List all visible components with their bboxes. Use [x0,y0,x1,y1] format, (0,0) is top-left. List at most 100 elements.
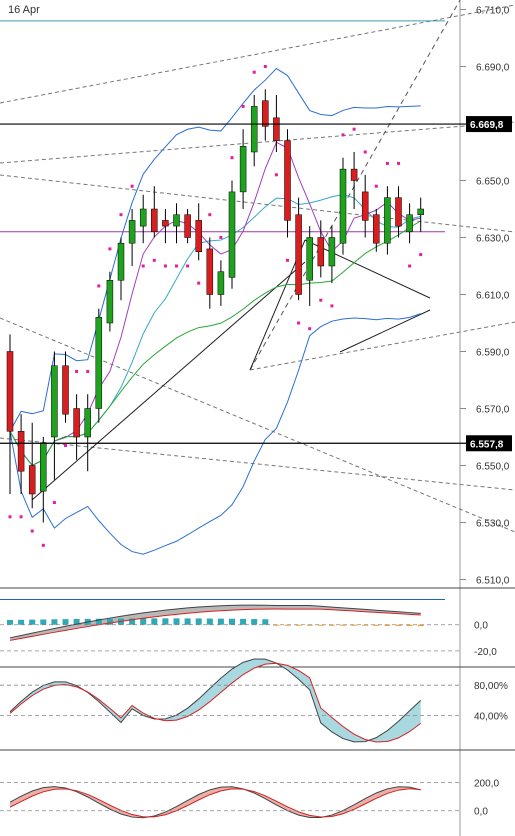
sar-dot [286,258,289,262]
indicator-tick-label: 80,00% [474,681,508,692]
candle-body [28,465,36,495]
candle-body [317,237,325,267]
price-level-tag [466,116,512,133]
sar-dot [397,161,400,165]
indicator-line-main [9,608,421,641]
candle-body [406,214,413,233]
candle-body [51,365,58,438]
candle-body [273,117,280,141]
sar-dot [352,127,356,131]
candle-body [40,442,47,492]
histogram-bar [195,618,202,625]
histogram-bar [262,619,269,625]
guide-line [0,437,515,491]
sar-dot [297,321,301,325]
histogram-bar [217,618,224,625]
indicator-tick-label: 40,00% [474,712,508,723]
price-axis: 6.790,06.770,06.750,06.730,06.710,06.690… [460,6,510,587]
stochastic-panel: 80,00% 40,00% [0,658,508,743]
sar-dot [97,284,101,288]
indicator-line-signal [9,604,421,639]
histogram-bar [351,624,358,626]
histogram-bar [184,618,191,625]
candle-body [139,208,147,227]
guide-line [304,239,431,299]
sar-dot [52,501,56,505]
indicator-line-signal [9,786,421,819]
candle-body [306,237,313,281]
candle-body [328,237,336,267]
indicator-line-main [9,662,421,743]
candle-body [339,168,347,244]
histogram-bar [29,619,36,625]
sar-dot [230,156,234,160]
indicator-tick-label: -20,0 [474,647,497,658]
candle-body [295,214,302,295]
candle-body [128,220,136,244]
histogram-bar [328,624,335,626]
sar-dot [330,304,334,308]
candle-body [239,146,247,193]
candle-body [6,351,14,432]
candlesticks [6,89,424,523]
indicator-tick-label: 0,0 [474,807,488,818]
price-tick-label: 6.610,0 [476,291,510,302]
sar-dot [341,133,345,137]
lower-bollinger-band [9,313,421,555]
sar-dot [41,543,45,547]
candle-body [350,168,358,181]
sar-dot [8,515,12,519]
histogram-bar [18,619,25,625]
guide-line [31,261,306,501]
sar-dot [252,70,256,74]
histogram-bar [373,624,380,626]
candle-body [373,214,380,244]
price-level-tag [466,435,512,452]
guide-line [0,121,515,164]
histogram-bar [7,620,13,625]
main-plot-background [0,0,460,588]
sar-dot [385,161,389,165]
candle-body [395,197,402,227]
candle-body [217,271,225,295]
price-tick-label: 6.650,0 [476,177,510,188]
indicator-fill [10,605,421,641]
upper-bollinger-band [9,67,421,432]
candle-body [262,100,269,127]
histogram-bar [284,624,291,626]
candle-body [228,191,236,278]
guide-line [0,174,515,233]
parabolic-sar-dots [8,65,423,547]
cci-panel: 200,0 0,0 [0,778,499,819]
sar-dot [141,264,145,268]
sar-dot [86,369,90,373]
sar-dot [374,184,378,188]
candle-body [206,248,214,295]
price-tick-label: 6.630,0 [476,234,510,245]
candle-body [284,140,291,221]
price-tick-label: 6.710,0 [476,6,510,17]
price-levels: 6.756,36.669,86.557,8 [0,116,512,452]
candle-body [62,365,69,415]
price-level-tag-label: 6.669,8 [470,120,504,131]
histogram-bar [362,624,369,626]
histogram-bar [406,624,413,627]
price-tick-label: 6.510,0 [476,576,510,587]
sar-dot [419,253,423,257]
candle-body [250,106,258,153]
histogram-bar [240,618,247,625]
guide-line [249,0,461,371]
sar-dot [241,104,245,108]
indicator-tick-label: 0,0 [474,621,488,632]
guide-line [0,317,515,533]
candle-body [195,220,202,252]
histogram-bar [273,624,280,626]
histogram-bar [384,624,391,626]
price-tick-label: 6.590,0 [476,348,510,359]
sar-dot [363,150,367,154]
sar-dot [130,184,134,188]
candle-body [117,242,125,281]
sar-dot [408,264,412,268]
candle-body [184,214,191,238]
